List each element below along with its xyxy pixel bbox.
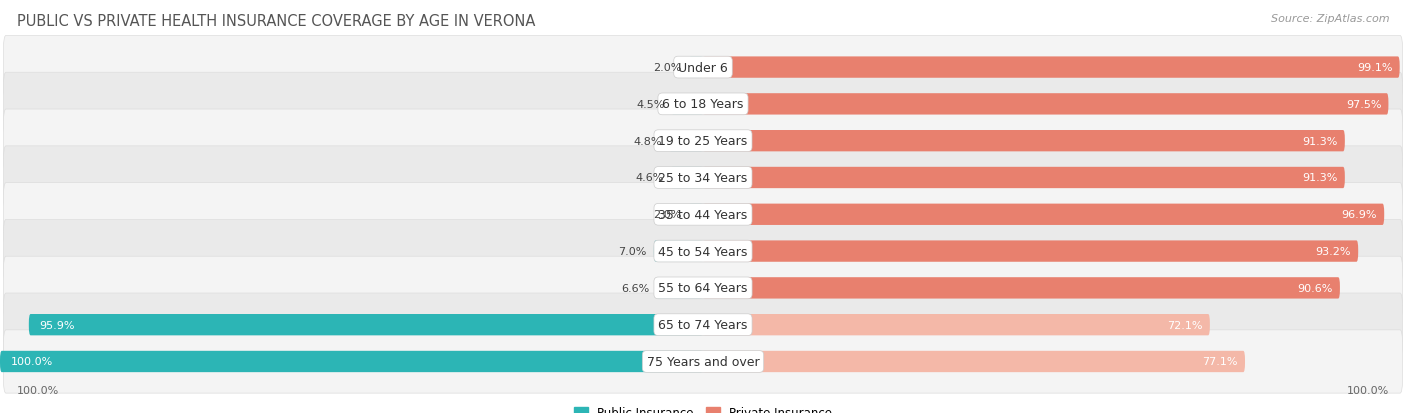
FancyBboxPatch shape (0, 351, 703, 372)
FancyBboxPatch shape (689, 204, 703, 225)
Text: 7.0%: 7.0% (619, 247, 647, 256)
Text: 93.2%: 93.2% (1316, 247, 1351, 256)
Text: 55 to 64 Years: 55 to 64 Years (658, 282, 748, 294)
FancyBboxPatch shape (669, 131, 703, 152)
FancyBboxPatch shape (703, 204, 1385, 225)
Text: 45 to 54 Years: 45 to 54 Years (658, 245, 748, 258)
Text: PUBLIC VS PRIVATE HEALTH INSURANCE COVERAGE BY AGE IN VERONA: PUBLIC VS PRIVATE HEALTH INSURANCE COVER… (17, 14, 536, 29)
Text: 2.0%: 2.0% (654, 63, 682, 73)
Text: 6 to 18 Years: 6 to 18 Years (662, 98, 744, 111)
Text: Under 6: Under 6 (678, 62, 728, 74)
Text: 35 to 44 Years: 35 to 44 Years (658, 208, 748, 221)
FancyBboxPatch shape (3, 256, 1403, 320)
FancyBboxPatch shape (703, 278, 1340, 299)
Text: 4.8%: 4.8% (634, 136, 662, 146)
Text: 97.5%: 97.5% (1346, 100, 1381, 109)
FancyBboxPatch shape (672, 94, 703, 115)
FancyBboxPatch shape (654, 241, 703, 262)
Text: 95.9%: 95.9% (39, 320, 75, 330)
FancyBboxPatch shape (703, 314, 1209, 335)
FancyBboxPatch shape (28, 314, 703, 335)
FancyBboxPatch shape (3, 73, 1403, 136)
FancyBboxPatch shape (703, 351, 1246, 372)
FancyBboxPatch shape (3, 147, 1403, 210)
FancyBboxPatch shape (3, 220, 1403, 283)
FancyBboxPatch shape (671, 167, 703, 189)
FancyBboxPatch shape (3, 183, 1403, 246)
FancyBboxPatch shape (703, 241, 1358, 262)
FancyBboxPatch shape (703, 167, 1346, 189)
Text: 77.1%: 77.1% (1202, 356, 1237, 367)
Text: 4.6%: 4.6% (636, 173, 664, 183)
Text: 91.3%: 91.3% (1302, 173, 1339, 183)
Text: 75 Years and over: 75 Years and over (647, 355, 759, 368)
FancyBboxPatch shape (689, 57, 703, 78)
Text: 100.0%: 100.0% (1347, 385, 1389, 395)
FancyBboxPatch shape (3, 36, 1403, 100)
FancyBboxPatch shape (3, 330, 1403, 393)
Text: 19 to 25 Years: 19 to 25 Years (658, 135, 748, 148)
FancyBboxPatch shape (703, 57, 1400, 78)
Legend: Public Insurance, Private Insurance: Public Insurance, Private Insurance (569, 401, 837, 413)
Text: 100.0%: 100.0% (11, 356, 53, 367)
FancyBboxPatch shape (703, 131, 1346, 152)
Text: 65 to 74 Years: 65 to 74 Years (658, 318, 748, 331)
Text: 99.1%: 99.1% (1357, 63, 1392, 73)
Text: 91.3%: 91.3% (1302, 136, 1339, 146)
Text: 72.1%: 72.1% (1167, 320, 1204, 330)
FancyBboxPatch shape (657, 278, 703, 299)
Text: 2.0%: 2.0% (654, 210, 682, 220)
Text: 100.0%: 100.0% (17, 385, 59, 395)
FancyBboxPatch shape (3, 110, 1403, 173)
Text: 96.9%: 96.9% (1341, 210, 1378, 220)
Text: 4.5%: 4.5% (636, 100, 665, 109)
FancyBboxPatch shape (3, 293, 1403, 356)
Text: 6.6%: 6.6% (621, 283, 650, 293)
Text: 25 to 34 Years: 25 to 34 Years (658, 171, 748, 185)
Text: Source: ZipAtlas.com: Source: ZipAtlas.com (1271, 14, 1389, 24)
FancyBboxPatch shape (703, 94, 1389, 115)
Text: 90.6%: 90.6% (1298, 283, 1333, 293)
